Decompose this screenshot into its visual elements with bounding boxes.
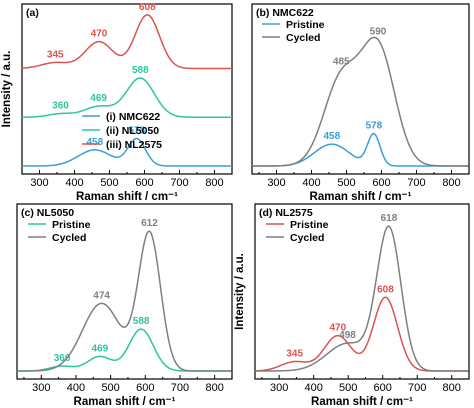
x-axis-title: Raman shift / cm⁻¹ xyxy=(311,396,413,408)
legend-label: Pristine xyxy=(286,19,325,31)
series-line-cycled xyxy=(255,225,469,372)
x-tick-label: 600 xyxy=(136,382,154,394)
peak-label: 470 xyxy=(91,29,108,40)
peak-label: 608 xyxy=(139,2,156,13)
series-line-cycled xyxy=(252,36,469,167)
x-axis-title: Raman shift / cm⁻¹ xyxy=(76,191,178,203)
peak-label: 469 xyxy=(90,93,107,104)
x-tick-label: 400 xyxy=(65,177,83,189)
panel-c: 300 400 500 600 700 800 Raman shift / cm⁻¹ (c) … xyxy=(16,203,233,408)
y-axis-title: Intensity / a.u. xyxy=(1,51,13,128)
series-line-pristine xyxy=(17,328,232,372)
series-line-pristine xyxy=(255,296,469,372)
x-tick-label: 800 xyxy=(443,382,461,394)
peak-label: 578 xyxy=(365,121,382,132)
legend-label: Pristine xyxy=(290,219,329,231)
plot-frame xyxy=(251,3,470,175)
x-tick-label: 700 xyxy=(170,177,188,189)
plot-frame xyxy=(254,203,470,380)
panel-a: 300 400 500 600 700 800 Raman shift / cm⁻¹ Inte… xyxy=(1,2,233,203)
x-tick-label: 500 xyxy=(339,382,357,394)
x-tick-label: 800 xyxy=(442,177,460,189)
plot-frame xyxy=(16,203,233,380)
panel-title: (b) NMC622 xyxy=(256,7,314,19)
y-axis-title: Intensity / a.u. xyxy=(234,253,246,330)
peak-label: 470 xyxy=(329,323,346,334)
peak-label: 608 xyxy=(377,284,394,295)
x-tick-label: 300 xyxy=(267,177,285,189)
x-tick-label: 700 xyxy=(171,382,189,394)
legend-label: (i) NMC622 xyxy=(106,111,160,123)
panel-title: (d) NL2575 xyxy=(259,207,313,219)
panel-d: 300 400 500 600 700 800 Raman shift / cm⁻¹ Inte… xyxy=(234,203,470,408)
x-tick-label: 700 xyxy=(407,177,425,189)
panel-b: 300 400 500 600 700 800 Raman shift / cm⁻¹ (b) … xyxy=(251,3,470,203)
peak-label: 588 xyxy=(132,65,149,76)
peak-label: 498 xyxy=(339,330,356,341)
x-tick-label: 800 xyxy=(205,177,223,189)
legend-label: Cycled xyxy=(52,232,86,244)
x-tick-label: 400 xyxy=(67,382,85,394)
peak-label: 469 xyxy=(92,343,109,354)
x-tick-label: 300 xyxy=(270,382,288,394)
x-tick-label: 500 xyxy=(100,177,118,189)
x-tick-label: 300 xyxy=(30,177,48,189)
peak-label: 588 xyxy=(133,316,150,327)
x-tick-label: 400 xyxy=(302,177,320,189)
x-tick-label: 700 xyxy=(408,382,426,394)
peak-label: 578 xyxy=(128,125,145,136)
x-tick-label: 600 xyxy=(372,177,390,189)
peak-label: 612 xyxy=(141,218,158,229)
x-tick-label: 300 xyxy=(32,382,50,394)
panel-title: (a) xyxy=(26,7,39,19)
peak-label: 345 xyxy=(286,349,303,360)
series-line-i-nmc622 xyxy=(22,137,232,167)
panel-title: (c) NL5050 xyxy=(21,207,74,219)
legend-label: Cycled xyxy=(290,232,324,244)
legend-label: Cycled xyxy=(286,32,320,44)
x-tick-label: 500 xyxy=(101,382,119,394)
peak-label: 474 xyxy=(93,290,110,301)
peak-label: 458 xyxy=(323,131,340,142)
peak-label: 360 xyxy=(52,100,69,111)
x-tick-label: 500 xyxy=(337,177,355,189)
x-tick-label: 400 xyxy=(304,382,322,394)
x-tick-label: 600 xyxy=(374,382,392,394)
peak-label: 485 xyxy=(333,57,350,68)
peak-label: 590 xyxy=(370,27,387,38)
legend-label: Pristine xyxy=(52,219,91,231)
x-tick-label: 800 xyxy=(205,382,223,394)
x-axis-title: Raman shift / cm⁻¹ xyxy=(310,191,412,203)
peak-label: 618 xyxy=(381,213,398,224)
peak-label: 458 xyxy=(86,137,103,148)
peak-label: 345 xyxy=(47,49,64,60)
legend-label: (iii) NL2575 xyxy=(106,139,162,151)
series-line-cycled xyxy=(17,230,232,372)
series-line-iii-nl2575 xyxy=(22,14,232,70)
x-axis-title: Raman shift / cm⁻¹ xyxy=(74,396,176,408)
series-line-pristine xyxy=(252,132,469,167)
x-tick-label: 600 xyxy=(135,177,153,189)
peak-label: 360 xyxy=(54,353,71,364)
legend-label: (ii) NL5050 xyxy=(106,125,159,137)
series-line-ii-nl5050 xyxy=(22,77,232,118)
